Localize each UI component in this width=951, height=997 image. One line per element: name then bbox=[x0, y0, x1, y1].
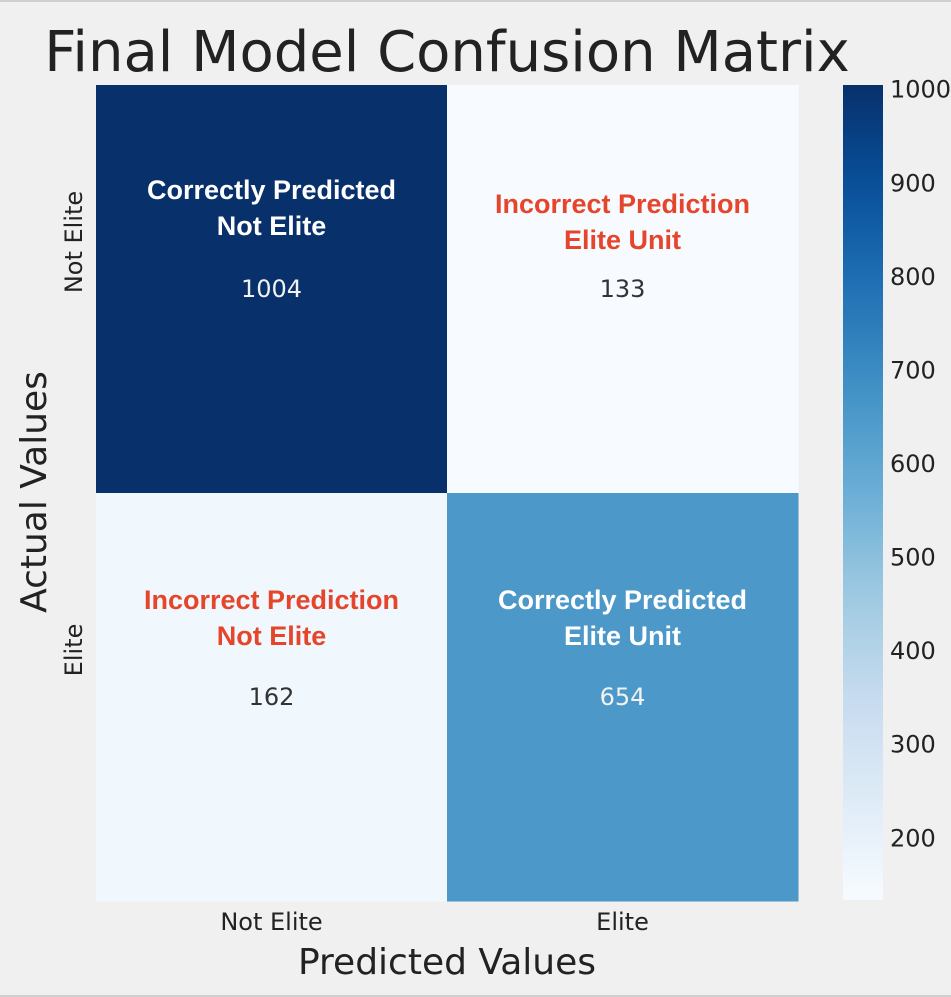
colorbar-tick-label: 600 bbox=[890, 450, 936, 478]
cell-value: 133 bbox=[600, 275, 646, 303]
cell-value: 162 bbox=[249, 683, 295, 711]
cell-label: Incorrect Prediction bbox=[495, 189, 750, 219]
x-tick-label: Elite bbox=[596, 908, 649, 936]
colorbar-tick-label: 800 bbox=[890, 263, 936, 291]
heatmap-cell bbox=[96, 493, 448, 902]
y-tick-label: Not Elite bbox=[60, 191, 88, 293]
x-axis-label: Predicted Values bbox=[298, 942, 596, 983]
cell-annotations: Correctly Predicted Not Elite 1004 Incorrec… bbox=[144, 175, 750, 711]
y-tick-label: Elite bbox=[60, 624, 88, 677]
colorbar-tick-label: 900 bbox=[890, 169, 936, 197]
cell-label: Correctly Predicted bbox=[147, 175, 396, 205]
x-tick-label: Not Elite bbox=[220, 908, 322, 936]
heatmap-cell bbox=[447, 85, 799, 494]
colorbar-tick-label: 500 bbox=[890, 544, 936, 572]
colorbar-tick-label: 200 bbox=[890, 824, 936, 852]
cell-value: 1004 bbox=[241, 275, 302, 303]
heatmap-cell bbox=[447, 493, 799, 902]
colorbar-tick-label: 300 bbox=[890, 731, 936, 759]
cell-label: Elite Unit bbox=[564, 225, 681, 255]
colorbar-tick-label: 400 bbox=[890, 637, 936, 665]
cell-label: Elite Unit bbox=[564, 621, 681, 651]
colorbar bbox=[843, 85, 883, 900]
x-axis-tick-labels: Not Elite Elite bbox=[220, 908, 649, 936]
cell-label: Incorrect Prediction bbox=[144, 585, 399, 615]
heatmap-grid bbox=[96, 85, 799, 902]
y-axis-label: Actual Values bbox=[14, 371, 55, 613]
heatmap-cell bbox=[96, 85, 448, 494]
colorbar-tick-labels: 200 300 400 500 600 700 800 900 1000 bbox=[890, 76, 951, 853]
colorbar-tick-label: 700 bbox=[890, 356, 936, 384]
cell-label: Not Elite bbox=[217, 211, 327, 241]
colorbar-tick-label: 1000 bbox=[890, 76, 951, 104]
cell-label: Correctly Predicted bbox=[498, 585, 747, 615]
y-axis-tick-labels: Not Elite Elite bbox=[60, 191, 88, 677]
cell-label: Not Elite bbox=[217, 621, 327, 651]
cell-value: 654 bbox=[600, 683, 646, 711]
chart-title: Final Model Confusion Matrix bbox=[44, 20, 849, 85]
